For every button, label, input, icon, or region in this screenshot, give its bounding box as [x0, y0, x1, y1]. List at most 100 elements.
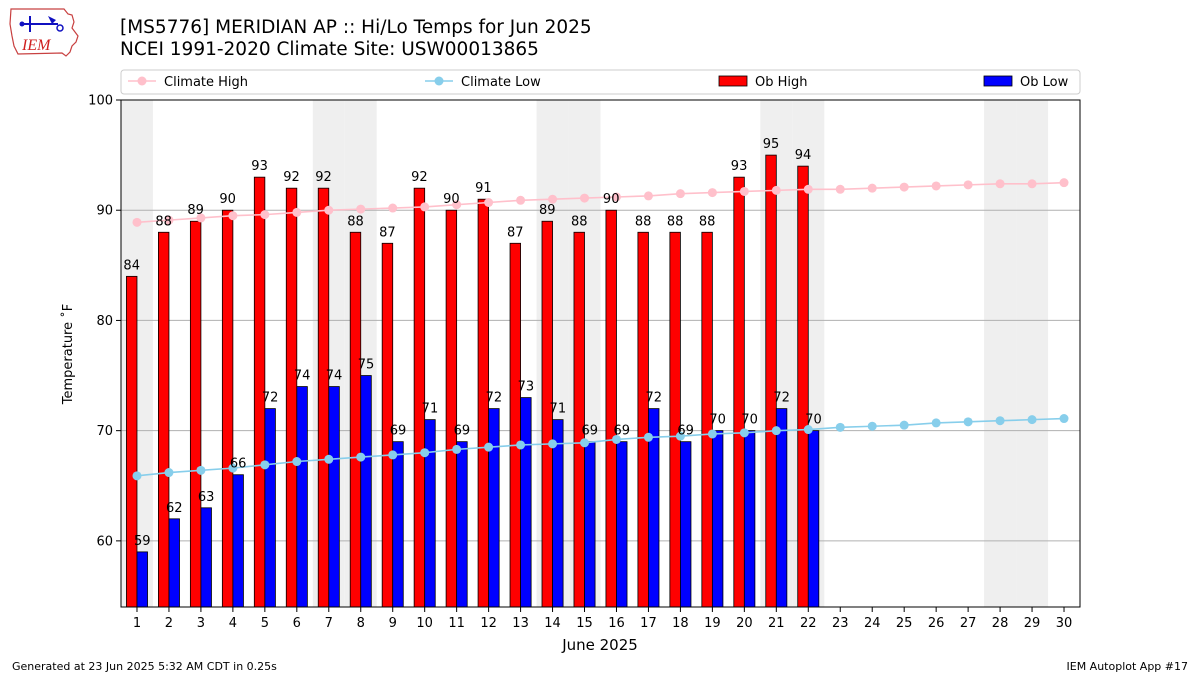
- climate-high-point: [356, 204, 366, 214]
- ob-high-label: 88: [699, 214, 716, 229]
- ob-low-label: 62: [166, 501, 183, 516]
- ob-low-label: 70: [709, 413, 726, 428]
- ob-low-label: 72: [486, 391, 503, 406]
- climate-low-point: [324, 454, 334, 464]
- legend-box: [120, 69, 1081, 95]
- ob-high-bar: [669, 231, 681, 608]
- x-tick-label: 4: [229, 616, 237, 631]
- x-tick-label: 6: [293, 616, 301, 631]
- legend-label: Climate Low: [461, 75, 541, 90]
- ob-high-label: 90: [219, 192, 236, 207]
- ob-high-label: 92: [411, 170, 428, 185]
- climate-high-point: [260, 210, 270, 220]
- ob-high-bar: [413, 187, 426, 608]
- ob-low-bar: [711, 430, 724, 608]
- x-tick-label: 17: [640, 616, 657, 631]
- ob-low-bar: [264, 408, 276, 608]
- ob-high-label: 91: [475, 181, 492, 196]
- ob-low-label: 70: [741, 413, 758, 428]
- ob-high-bar: [573, 231, 585, 608]
- y-axis-label: Temperature ˚F: [60, 304, 76, 405]
- climate-high-point: [452, 200, 462, 210]
- climate-high-point: [164, 215, 174, 225]
- legend-bar-swatch: [718, 75, 748, 87]
- climate-high-point: [803, 184, 813, 194]
- climate-high-point: [931, 181, 941, 191]
- ob-low-label: 72: [773, 391, 790, 406]
- ob-low-label: 70: [805, 413, 822, 428]
- ob-low-bar: [136, 551, 148, 608]
- legend-label: Ob High: [755, 75, 808, 90]
- ob-low-bar: [520, 397, 532, 608]
- x-tick-label: 1: [133, 616, 141, 631]
- climate-high-point: [388, 203, 398, 213]
- ob-low-label: 69: [454, 424, 471, 439]
- climate-high-point: [963, 180, 973, 190]
- ob-low-bar: [456, 441, 468, 608]
- ob-high-bar: [605, 209, 617, 608]
- climate-high-point: [324, 205, 334, 215]
- climate-low-line: [136, 417, 1065, 477]
- ob-high-bar: [509, 242, 521, 608]
- app-credit: IEM Autoplot App #17: [1066, 660, 1189, 673]
- climate-low-point: [899, 420, 909, 430]
- plot-frame: [120, 99, 1081, 608]
- chart-title: [MS5776] MERIDIAN AP :: Hi/Lo Temps for …: [120, 17, 592, 38]
- ob-high-bar: [158, 231, 170, 608]
- ob-low-bar: [680, 441, 692, 608]
- weekend-band: [1016, 100, 1049, 607]
- ob-low-bar: [616, 441, 628, 608]
- ob-low-bar: [200, 507, 212, 608]
- ob-high-bar: [189, 220, 202, 608]
- x-tick-label: 25: [896, 616, 913, 631]
- ob-low-label: 69: [677, 424, 694, 439]
- climate-high-point: [643, 191, 653, 201]
- x-tick-label: 16: [608, 616, 625, 631]
- climate-low-point: [707, 429, 717, 439]
- climate-low-point: [580, 438, 590, 448]
- ob-low-label: 74: [326, 369, 343, 384]
- ob-high-label: 88: [571, 214, 588, 229]
- ob-low-bar: [328, 386, 340, 608]
- x-tick-label: 26: [928, 616, 945, 631]
- ob-low-label: 71: [550, 402, 567, 417]
- climate-high-point: [707, 188, 717, 198]
- ob-low-bar: [584, 441, 596, 608]
- legend-label: Climate High: [164, 75, 248, 90]
- climate-low-point: [739, 428, 749, 438]
- climate-high-point: [835, 184, 845, 194]
- ob-low-bar: [775, 408, 788, 608]
- ob-high-label: 89: [187, 203, 204, 218]
- x-tick-label: 21: [768, 616, 785, 631]
- bar-value-labels: 84 88 89 90 93 92 92 88 87 92 90 91 87 89 88 90 88 88 88 93…: [123, 137, 821, 549]
- climate-low-point: [164, 468, 174, 478]
- ob-high-bar: [733, 176, 745, 608]
- climate-low-point: [484, 442, 494, 452]
- ob-low-bar: [168, 518, 180, 608]
- x-tick-label: 5: [261, 616, 269, 631]
- ob-high-bar: [126, 275, 138, 608]
- y-tick-label: 60: [96, 534, 113, 549]
- ob-high-label: 88: [667, 214, 684, 229]
- climate-high-point: [420, 202, 430, 212]
- ob-high-label: 93: [731, 159, 748, 174]
- legend: Climate High Climate Low Ob High Ob Low: [120, 69, 1081, 95]
- ob-high-label: 88: [347, 214, 364, 229]
- climate-high-point: [995, 179, 1005, 189]
- climate-high-point: [611, 192, 621, 202]
- legend-marker: [434, 76, 444, 86]
- x-tick-label: 27: [960, 616, 977, 631]
- climate-high-line: [136, 181, 1065, 224]
- ob-low-label: 75: [358, 358, 375, 373]
- legend-marker: [137, 76, 147, 86]
- x-tick-label: 9: [389, 616, 397, 631]
- ob-low-bar: [807, 430, 820, 608]
- ob-low-label: 59: [134, 534, 151, 549]
- ob-low-bar: [743, 430, 756, 608]
- ob-high-label: 87: [379, 225, 396, 240]
- ob-low-bar: [232, 474, 244, 608]
- ob-low-label: 66: [230, 457, 247, 472]
- iem-logo: IEM: [9, 8, 79, 57]
- ob-high-label: 90: [443, 192, 460, 207]
